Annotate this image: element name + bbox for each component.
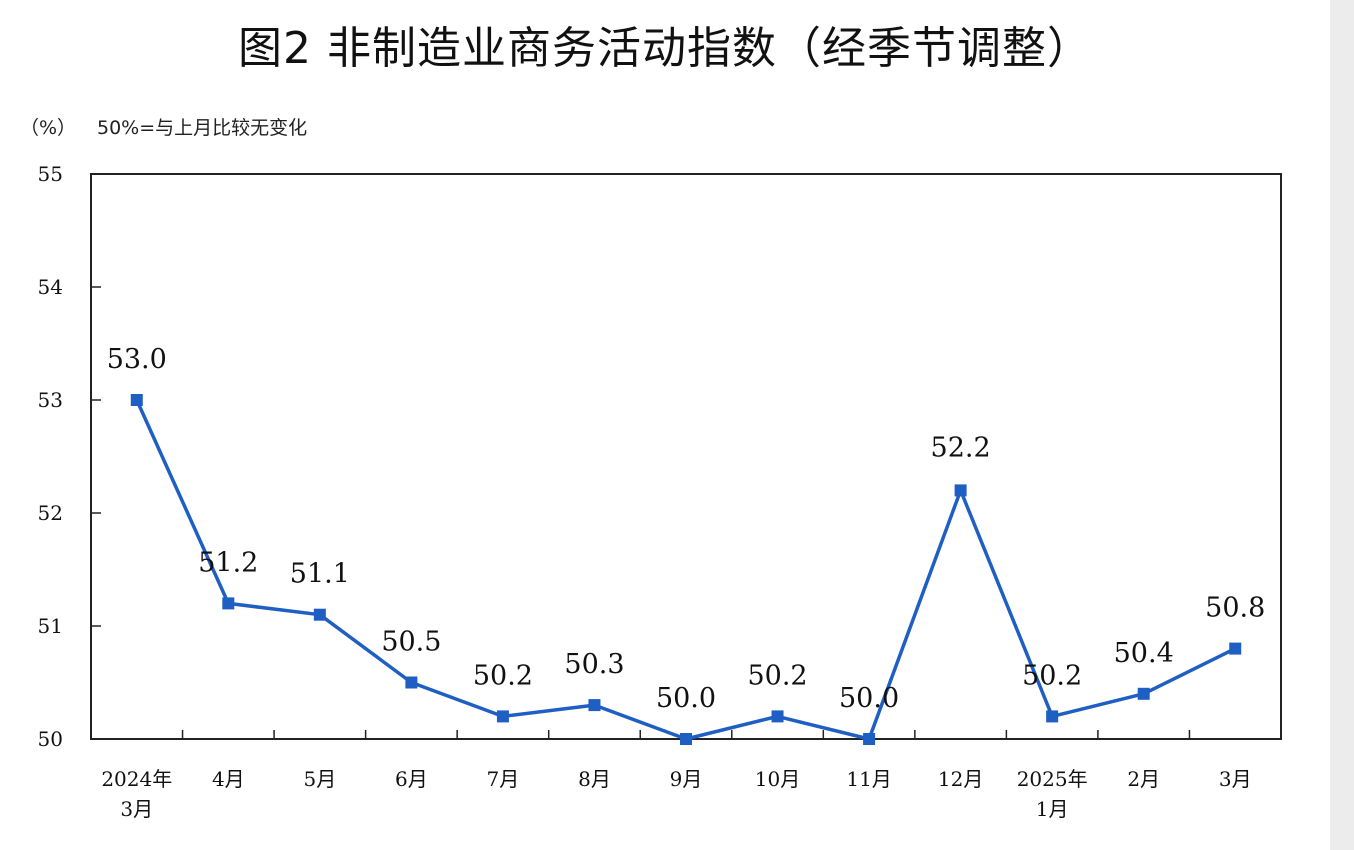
data-point <box>222 597 235 610</box>
data-label: 50.2 <box>747 660 807 691</box>
x-tick-label: 7月 <box>487 767 520 791</box>
data-point <box>588 699 601 712</box>
data-label: 50.2 <box>1022 660 1082 691</box>
data-label: 51.2 <box>198 547 258 578</box>
data-label: 51.1 <box>290 559 350 590</box>
x-tick-label-line: 1月 <box>1036 797 1069 821</box>
data-point <box>1229 642 1242 655</box>
axes: 50 51 52 53 54 55 2024年 3月 4月 5月 6月 7月 8月 9月 10月 11月 12月… <box>38 162 1252 821</box>
x-tick-label-line: 5月 <box>303 767 336 791</box>
data-label: 50.2 <box>473 660 533 691</box>
x-tick-label: 12月 <box>938 767 983 791</box>
data-label: 53.0 <box>107 344 167 375</box>
x-tick-label: 3月 <box>1219 767 1252 791</box>
unit-label: （%） <box>20 117 77 139</box>
data-point <box>496 710 509 723</box>
x-tick-label: 2025年 1月 <box>1017 767 1088 821</box>
plot-frame <box>90 173 1282 740</box>
x-tick-label-line: 3月 <box>120 797 153 821</box>
y-tick-label: 54 <box>38 275 63 299</box>
x-tick-label: 11月 <box>846 767 891 791</box>
x-tick-label-line: 2025年 <box>1017 767 1088 791</box>
x-tick-label: 4月 <box>212 767 245 791</box>
data-points <box>130 394 1242 745</box>
x-tick-label-line: 10月 <box>755 767 800 791</box>
y-tick-label: 50 <box>38 727 63 751</box>
y-tick-label: 52 <box>38 501 63 525</box>
data-label: 50.4 <box>1114 638 1174 669</box>
chart-title: 图2 非制造业商务活动指数（经季节调整） <box>238 23 1092 74</box>
x-tick-label: 10月 <box>755 767 800 791</box>
data-point <box>1046 710 1059 723</box>
x-tick-label-line: 6月 <box>395 767 428 791</box>
x-tick-label-line: 3月 <box>1219 767 1252 791</box>
x-tick-label: 2月 <box>1127 767 1160 791</box>
baseline-note: 50%=与上月比较无变化 <box>97 117 308 139</box>
data-point <box>1137 687 1150 700</box>
x-tick-label-line: 2024年 <box>101 767 172 791</box>
y-tick-label: 51 <box>38 614 63 638</box>
data-label: 50.8 <box>1205 593 1265 624</box>
x-tick-label: 5月 <box>303 767 336 791</box>
data-label: 50.0 <box>656 683 716 714</box>
data-label: 50.5 <box>381 627 441 658</box>
data-point <box>313 608 326 621</box>
x-tick-label-line: 7月 <box>487 767 520 791</box>
x-tick-label-line: 8月 <box>578 767 611 791</box>
x-tick-label: 8月 <box>578 767 611 791</box>
data-point <box>863 733 876 745</box>
x-tick-label-line: 9月 <box>670 767 703 791</box>
x-tick-label-line: 4月 <box>212 767 245 791</box>
y-tick-label: 53 <box>38 388 63 412</box>
data-labels: 53.0 51.2 51.1 50.5 50.2 50.3 50.0 50.2 50.0 52.2… <box>107 344 1266 714</box>
data-point <box>771 710 784 723</box>
x-tick-label: 9月 <box>670 767 703 791</box>
x-tick-label: 6月 <box>395 767 428 791</box>
page-edge <box>1330 0 1354 850</box>
data-label: 52.2 <box>931 432 991 463</box>
x-tick-label-line: 2月 <box>1127 767 1160 791</box>
x-tick-label-line: 12月 <box>938 767 983 791</box>
y-tick-label: 55 <box>38 162 63 186</box>
x-tick-label-line: 11月 <box>846 767 891 791</box>
data-point <box>405 676 418 689</box>
data-point <box>130 394 143 406</box>
x-tick-label: 2024年 3月 <box>101 767 172 821</box>
data-point <box>954 484 967 497</box>
data-label: 50.0 <box>839 683 899 714</box>
data-point <box>680 733 692 745</box>
data-label: 50.3 <box>564 649 624 680</box>
